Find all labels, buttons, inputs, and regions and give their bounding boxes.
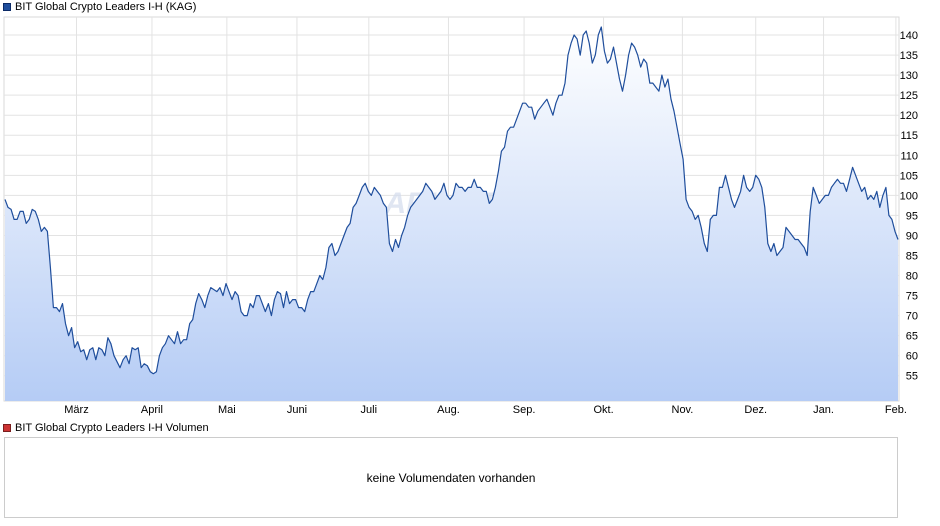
x-tick-label: Jan. [813,404,834,416]
x-tick-label: Dez. [744,404,767,416]
y-axis: 55 60 65 70 75 80 85 90 95 100 105 110 115 120 125 130 1… [900,30,918,383]
x-tick-label: Feb. [885,404,907,416]
price-chart: ARIVA.DE 5560657075808590951001051101151… [3,16,918,416]
y-tick-label: 55 [906,371,918,383]
x-tick-label: März [64,404,88,416]
main-legend-swatch [3,3,11,11]
y-tick-label: 110 [900,150,918,162]
y-tick-label: 95 [906,210,918,222]
series-area [5,27,898,401]
x-tick-label: April [141,404,163,416]
y-tick-label: 75 [906,291,918,303]
y-tick-label: 100 [900,190,918,202]
y-tick-label: 140 [900,30,918,42]
x-tick-label: Juli [361,404,378,416]
volume-legend-swatch [3,424,11,432]
y-tick-label: 60 [906,351,918,363]
y-tick-label: 135 [900,50,918,62]
volume-legend-label: BIT Global Crypto Leaders I-H Volumen [15,422,209,434]
x-tick-label: Juni [287,404,307,416]
series-layer [4,26,899,401]
x-tick-label: Sep. [513,404,536,416]
volume-legend: BIT Global Crypto Leaders I-H Volumen [3,421,209,435]
main-legend-label: BIT Global Crypto Leaders I-H (KAG) [15,1,197,13]
y-tick-label: 120 [900,110,918,122]
x-axis: März April Mai Juni Juli Aug. Sep. Okt. Nov. Dez.… [64,404,907,416]
y-tick-label: 85 [906,250,918,262]
x-tick-label: Aug. [437,404,460,416]
series-line [4,26,899,375]
y-tick-label: 125 [900,90,918,102]
x-tick-label: Mai [218,404,236,416]
y-tick-label: 90 [906,230,918,242]
y-tick-label: 70 [906,311,918,323]
y-tick-label: 80 [906,271,918,283]
x-tick-label: Nov. [672,404,694,416]
y-tick-label: 105 [900,170,918,182]
main-legend: BIT Global Crypto Leaders I-H (KAG) [3,0,196,14]
y-tick-label: 130 [900,70,918,82]
x-tick-label: Okt. [593,404,613,416]
volume-empty-message: keine Volumendaten vorhanden [366,471,536,485]
y-tick-label: 115 [900,130,918,142]
volume-panel: keine Volumendaten vorhanden [4,437,898,518]
y-tick-label: 65 [906,331,918,343]
